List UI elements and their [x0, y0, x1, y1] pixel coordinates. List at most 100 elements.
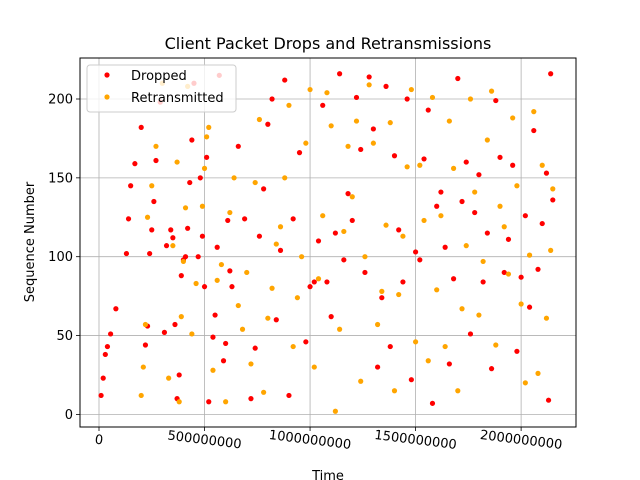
- dropped-point: [201, 284, 208, 290]
- retransmitted-point: [144, 214, 151, 220]
- dropped-point: [501, 269, 507, 276]
- retransmitted-point: [425, 358, 431, 364]
- dropped-point: [345, 191, 351, 197]
- retransmitted-point: [320, 213, 326, 219]
- dropped-point: [256, 233, 263, 239]
- retransmitted-point: [248, 361, 254, 367]
- retransmitted-point: [166, 375, 172, 381]
- dropped-point: [153, 157, 159, 164]
- dropped-point: [476, 172, 482, 178]
- dropped-point: [484, 230, 490, 236]
- dropped-point: [459, 198, 465, 205]
- dropped-point: [223, 340, 229, 347]
- y-axis-label: Sequence Number: [23, 181, 38, 302]
- dropped-point: [113, 306, 119, 312]
- dropped-point: [147, 250, 153, 257]
- retransmitted-point: [396, 291, 402, 298]
- dropped-point: [151, 198, 157, 205]
- dropped-point: [332, 230, 338, 236]
- dropped-point: [548, 71, 554, 77]
- legend-box: [86, 64, 237, 113]
- retransmitted-point: [446, 118, 452, 124]
- dropped-point: [212, 312, 218, 318]
- dropped-point: [434, 203, 440, 209]
- series-retransmitted: [138, 80, 556, 414]
- dropped-point: [214, 244, 220, 250]
- retransmitted-point: [178, 314, 184, 320]
- retransmitted-point: [201, 165, 208, 171]
- dropped-point: [425, 107, 431, 113]
- retransmitted-point: [497, 203, 503, 209]
- dropped-point: [408, 377, 414, 383]
- retransmitted-point: [404, 164, 410, 170]
- grid-lines: [80, 58, 576, 427]
- retransmitted-point: [332, 408, 338, 414]
- dropped-point: [480, 279, 486, 285]
- dropped-point: [104, 343, 111, 350]
- retransmitted-point: [400, 233, 406, 239]
- retransmitted-point: [142, 321, 149, 328]
- dropped-point: [128, 183, 134, 189]
- dropped-point: [315, 238, 322, 244]
- dropped-point: [199, 233, 206, 239]
- retransmitted-point: [244, 269, 250, 276]
- retransmitted-point: [539, 162, 545, 168]
- retransmitted-point: [526, 252, 533, 258]
- retransmitted-point: [484, 137, 490, 143]
- dropped-point: [379, 295, 385, 301]
- dropped-point: [176, 372, 182, 378]
- retransmitted-point: [206, 124, 212, 130]
- dropped-point: [442, 244, 448, 250]
- dropped-point: [341, 257, 347, 263]
- dropped-point: [311, 279, 317, 285]
- dropped-point: [467, 331, 474, 337]
- dropped-point: [362, 269, 368, 276]
- dropped-point: [539, 220, 545, 227]
- retransmitted-point: [324, 90, 330, 96]
- retransmitted-point: [391, 388, 398, 394]
- retransmitted-point: [480, 258, 486, 265]
- dropped-point: [375, 364, 381, 370]
- retransmitted-point: [140, 364, 146, 370]
- dropped-point: [252, 345, 258, 351]
- dropped-point: [170, 235, 176, 241]
- retransmitted-point: [531, 109, 537, 115]
- legend-marker-dropped: [104, 72, 110, 78]
- retransmitted-point: [353, 118, 360, 124]
- y-tick-label: 150: [48, 171, 73, 186]
- retransmitted-point: [518, 301, 524, 307]
- retransmitted-point: [282, 175, 288, 181]
- dropped-point: [383, 83, 389, 89]
- retransmitted-point: [450, 165, 457, 171]
- retransmitted-point: [337, 326, 343, 332]
- legend: Dropped Retransmitted: [86, 64, 237, 113]
- dropped-point: [261, 186, 267, 192]
- dropped-point: [396, 227, 402, 233]
- legend-label-retransmitted: Retransmitted: [131, 91, 224, 106]
- retransmitted-point: [429, 94, 436, 101]
- dropped-point: [182, 254, 189, 260]
- dropped-point: [296, 150, 303, 156]
- x-tick-label: 0: [94, 433, 104, 449]
- dropped-point: [187, 179, 193, 186]
- dropped-point: [366, 74, 372, 80]
- dropped-point: [400, 279, 406, 285]
- dropped-point: [429, 400, 436, 406]
- dropped-point: [505, 236, 512, 242]
- retransmitted-point: [459, 306, 465, 312]
- dropped-point: [450, 276, 457, 282]
- y-tick-label: 100: [48, 250, 73, 265]
- retransmitted-point: [387, 120, 393, 126]
- retransmitted-point: [514, 183, 520, 189]
- y-tick-label: 0: [65, 408, 73, 423]
- retransmitted-point: [218, 261, 225, 268]
- retransmitted-point: [231, 175, 237, 181]
- dropped-point: [518, 274, 524, 280]
- retransmitted-point: [434, 287, 440, 293]
- retransmitted-point: [442, 343, 448, 350]
- retransmitted-point: [311, 364, 317, 370]
- dropped-point: [273, 317, 279, 323]
- dropped-point: [550, 197, 556, 203]
- retransmitted-point: [345, 143, 351, 149]
- retransmitted-point: [138, 392, 144, 399]
